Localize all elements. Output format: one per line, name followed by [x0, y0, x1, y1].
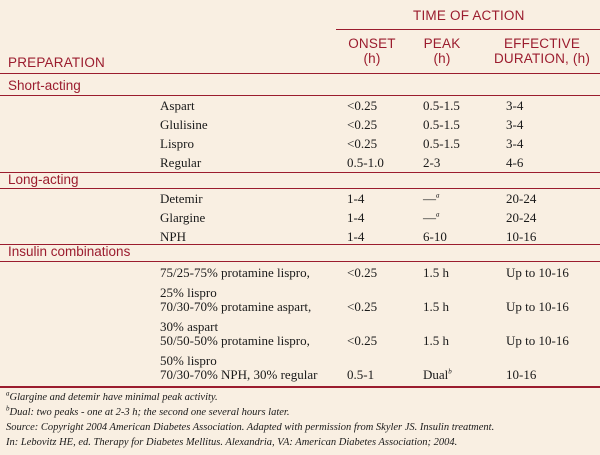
row-prep-line1: 75/25-75% protamine lispro, — [160, 265, 310, 280]
row-prep: Lispro — [160, 136, 194, 151]
row-duration: Up to 10-16 — [506, 333, 569, 348]
row-prep: 70/30-70% NPH, 30% regular — [160, 367, 318, 382]
row-prep: 70/30-70% protamine aspart, 30% aspart — [160, 299, 311, 335]
row-duration: 3-4 — [506, 117, 524, 132]
header-onset: ONSET (h) — [347, 36, 397, 66]
header-peak: PEAK (h) — [419, 36, 465, 66]
category-long-top-rule — [0, 172, 600, 173]
row-onset: <0.25 — [347, 265, 378, 280]
header-duration-line2: DURATION, (h) — [493, 51, 591, 66]
footnote-b-text: Dual: two peaks - one at 2-3 h; the seco… — [9, 407, 290, 418]
row-peak: 2-3 — [423, 155, 441, 170]
row-duration: 4-6 — [506, 155, 524, 170]
footnote-source-1: Source: Copyright 2004 American Diabetes… — [6, 422, 495, 433]
row-duration: 10-16 — [506, 367, 537, 382]
footnote-source-2: In: Lebovitz HE, ed. Therapy for Diabete… — [6, 437, 458, 448]
row-peak: Dualb — [423, 367, 452, 383]
header-peak-line2: (h) — [433, 51, 451, 66]
row-onset: 1-4 — [347, 191, 365, 206]
footnote-marker: a — [436, 210, 440, 219]
row-prep: Glargine — [160, 210, 206, 225]
header-duration: EFFECTIVE DURATION, (h) — [490, 36, 594, 66]
row-onset: <0.25 — [347, 333, 378, 348]
footnote-marker: b — [448, 367, 452, 376]
footnote-b-mark: b — [6, 404, 10, 413]
row-peak: 1.5 h — [423, 265, 449, 280]
row-peak: 0.5-1.5 — [423, 117, 460, 132]
row-onset: 1-4 — [347, 229, 365, 244]
header-time-of-action: TIME OF ACTION — [413, 8, 525, 23]
row-prep-line1: 70/30-70% protamine aspart, — [160, 299, 312, 314]
row-duration: 20-24 — [506, 210, 537, 225]
category-long-rule — [0, 188, 600, 189]
header-peak-line1: PEAK — [423, 36, 461, 51]
header-onset-line2: (h) — [363, 51, 381, 66]
row-peak: 0.5-1.5 — [423, 136, 460, 151]
header-bottom-rule — [0, 73, 600, 74]
row-prep: Detemir — [160, 191, 203, 206]
category-combo-rule — [0, 261, 600, 262]
table-bottom-rule — [0, 386, 600, 388]
row-duration: 10-16 — [506, 229, 537, 244]
peak-dash: — — [423, 191, 436, 206]
row-duration: Up to 10-16 — [506, 299, 569, 314]
row-onset: <0.25 — [347, 117, 378, 132]
row-prep: Glulisine — [160, 117, 208, 132]
row-onset: <0.25 — [347, 299, 378, 314]
footnote-b: bDual: two peaks - one at 2-3 h; the sec… — [6, 404, 290, 419]
category-insulin-combinations: Insulin combinations — [8, 244, 131, 259]
row-prep: Regular — [160, 155, 202, 170]
peak-dash: — — [423, 210, 436, 225]
row-peak: 6-10 — [423, 229, 447, 244]
row-prep: NPH — [160, 229, 187, 244]
row-onset: 0.5-1.0 — [347, 155, 384, 170]
row-peak: 0.5-1.5 — [423, 98, 460, 113]
row-prep: 50/50-50% protamine lispro, 50% lispro — [160, 333, 310, 369]
header-preparation: PREPARATION — [8, 55, 105, 70]
category-short-acting: Short-acting — [8, 78, 81, 93]
row-prep-line2: 50% lispro — [160, 353, 217, 368]
footnote-a-text: Glargine and detemir have minimal peak a… — [9, 392, 218, 403]
footnote-a: aGlargine and detemir have minimal peak … — [6, 389, 218, 404]
row-peak: —a — [423, 210, 440, 226]
footnote-a-mark: a — [6, 389, 10, 398]
footnote-marker: a — [436, 191, 440, 200]
row-onset: <0.25 — [347, 136, 378, 151]
row-prep: Aspart — [160, 98, 195, 113]
row-prep-line2: 25% lispro — [160, 285, 217, 300]
row-duration: 20-24 — [506, 191, 537, 206]
row-peak: 1.5 h — [423, 299, 449, 314]
row-peak: 1.5 h — [423, 333, 449, 348]
peak-dual: Dual — [423, 367, 449, 382]
header-onset-line1: ONSET — [348, 36, 396, 51]
row-prep-line1: 50/50-50% protamine lispro, — [160, 333, 310, 348]
category-long-acting: Long-acting — [8, 172, 79, 187]
header-duration-line1: EFFECTIVE — [503, 36, 581, 51]
row-duration: 3-4 — [506, 136, 524, 151]
row-duration: 3-4 — [506, 98, 524, 113]
row-onset: 1-4 — [347, 210, 365, 225]
row-onset: 0.5-1 — [347, 367, 375, 382]
row-peak: —a — [423, 191, 440, 207]
row-duration: Up to 10-16 — [506, 265, 569, 280]
header-group-rule — [336, 29, 600, 30]
category-short-rule — [0, 95, 600, 96]
row-onset: <0.25 — [347, 98, 378, 113]
row-prep-line2: 30% aspart — [160, 319, 219, 334]
row-prep: 75/25-75% protamine lispro, 25% lispro — [160, 265, 310, 301]
category-combo-top-rule — [0, 244, 600, 245]
